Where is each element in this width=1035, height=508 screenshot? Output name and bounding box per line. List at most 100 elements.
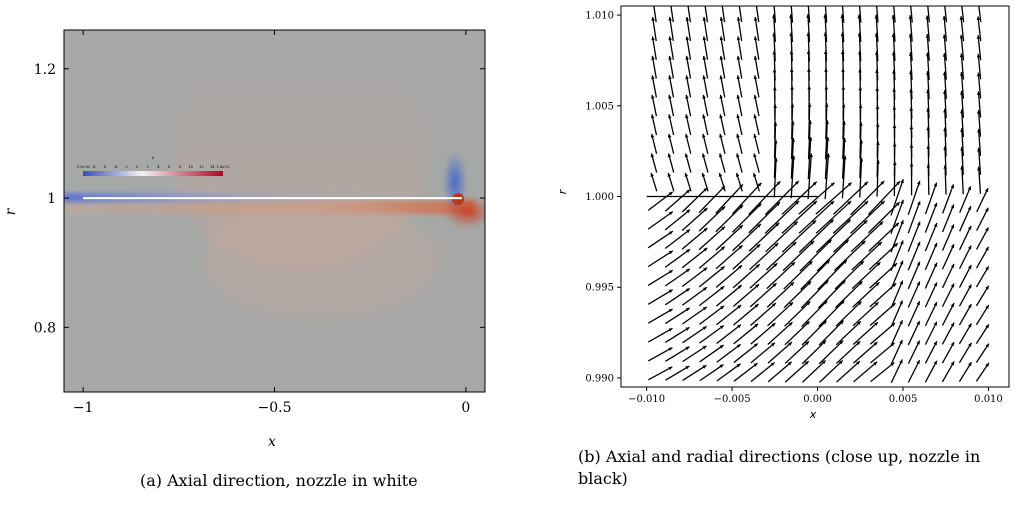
quiver-arrow xyxy=(833,201,868,233)
caption-b: (b) Axial and radial directions (close u… xyxy=(578,446,1018,490)
quiver-arrow xyxy=(925,302,936,326)
quiver-arrow xyxy=(868,202,899,233)
quiver-arrow xyxy=(925,341,936,363)
quiver-arrow xyxy=(799,183,835,215)
y-tick-label-b: 1.000 xyxy=(585,192,614,203)
quiver-arrowhead xyxy=(959,0,963,1)
colorbar-tick-label: 6 xyxy=(168,165,170,169)
quiver-arrowhead xyxy=(925,0,929,1)
quiver-arrow xyxy=(925,361,936,382)
quiver-arrow xyxy=(699,206,725,231)
quiver-arrow xyxy=(851,181,885,215)
x-tick-label-a: −0.5 xyxy=(258,400,292,416)
quiver-arrow xyxy=(851,201,885,233)
quiver-arrowhead xyxy=(686,0,690,1)
quiver-arrow xyxy=(976,247,988,268)
quiver-arrow xyxy=(868,181,900,214)
quiver-arrowhead xyxy=(900,179,903,183)
y-tick-label-a: 1.2 xyxy=(34,62,56,78)
y-tick-label-a: 1 xyxy=(47,191,56,207)
colorbar-tick-label: 14 xyxy=(210,165,215,169)
quiver-arrow xyxy=(925,283,936,308)
colorbar-tick-label: 12 xyxy=(199,165,203,169)
quiver-arrow xyxy=(749,202,780,233)
quiver-arrow xyxy=(908,201,920,233)
quiver-arrow xyxy=(750,283,776,307)
quiver-arrow xyxy=(834,220,868,252)
quiver-arrow xyxy=(942,284,954,307)
quiver-arrow xyxy=(925,322,936,345)
x-tick-label-b: 0.005 xyxy=(889,394,918,405)
quiver-arrowhead xyxy=(942,0,946,1)
caption-a: (a) Axial direction, nozzle in white xyxy=(140,470,470,492)
y-axis-label-b: r xyxy=(556,188,569,194)
quiver-arrow xyxy=(977,188,988,212)
x-tick-label-a: 0 xyxy=(461,400,470,416)
quiver-arrow xyxy=(960,226,972,250)
x-tick-label-a: −1 xyxy=(73,400,94,416)
heatmap-field xyxy=(64,30,494,392)
colorbar-tick-label: 10 xyxy=(188,165,192,169)
quiver-arrow xyxy=(959,285,971,307)
x-axis-label-a: x xyxy=(268,434,276,450)
y-tick-label-b: 0.990 xyxy=(585,373,614,384)
colorbar-tick-label: 2 xyxy=(146,165,148,169)
x-tick-label-b: 0.000 xyxy=(803,394,832,405)
quiver-arrow xyxy=(908,360,919,382)
quiver-arrow xyxy=(749,181,781,214)
quiver-arrows xyxy=(648,0,989,383)
quiver-arrow xyxy=(942,323,954,345)
quiver-arrow xyxy=(800,240,832,271)
quiver-arrow xyxy=(799,201,834,233)
quiver-arrow xyxy=(733,264,760,288)
quiver-arrow xyxy=(816,183,852,215)
quiver-arrow xyxy=(782,201,817,233)
quiver-arrowhead xyxy=(668,0,672,1)
quiver-arrow xyxy=(732,183,761,214)
quiver-arrow xyxy=(816,220,850,253)
quiver-arrowhead xyxy=(917,181,920,185)
quiver-arrowhead xyxy=(754,0,758,1)
y-tick-label-a: 0.8 xyxy=(34,320,56,336)
quiver-arrow xyxy=(851,222,883,252)
colorbar-tick-label: -8 xyxy=(92,165,95,169)
quiver-arrow xyxy=(908,341,919,364)
quiver-arrow xyxy=(908,181,920,215)
x-tick-label-b: 0.010 xyxy=(974,394,1003,405)
quiver-arrow xyxy=(977,227,989,249)
quiver-arrow xyxy=(977,208,989,231)
quiver-arrow xyxy=(959,304,971,325)
quiver-arrow xyxy=(833,182,868,215)
quiver-arrow xyxy=(801,260,830,289)
y-tick-label-b: 0.995 xyxy=(585,283,614,294)
quiver-arrow xyxy=(942,303,954,325)
quiver-arrow xyxy=(817,240,849,271)
quiver-arrow xyxy=(716,245,742,268)
quiver-arrow xyxy=(765,181,799,215)
quiver-arrow xyxy=(765,201,799,233)
y-tick-label-b: 1.005 xyxy=(585,101,614,112)
quiver-arrow xyxy=(959,323,971,344)
quiver-arrow xyxy=(942,342,954,363)
colorbar-gradient xyxy=(83,171,223,176)
quiver-arrow xyxy=(783,241,814,271)
quiver-arrow xyxy=(976,266,988,287)
quiver-arrowhead xyxy=(737,0,741,1)
quiver-arrow xyxy=(818,260,847,289)
x-tick-label-b: −0.005 xyxy=(714,394,751,405)
y-tick-label-b: 1.010 xyxy=(585,11,614,22)
colorbar-tick-label: 1.4e-02 xyxy=(216,165,229,169)
quiver-arrow xyxy=(871,362,895,381)
quiver-arrow xyxy=(799,220,833,253)
quiver-arrow xyxy=(816,201,851,233)
colorbar-tick-label: -1.0e-02 xyxy=(76,165,90,169)
colorbar-tick-label: -2 xyxy=(124,165,127,169)
quiver-arrow xyxy=(960,245,972,268)
quiver-arrow xyxy=(782,220,816,252)
quiver-arrow xyxy=(908,321,919,345)
quiver-arrowhead xyxy=(976,0,980,1)
quiver-arrow xyxy=(942,264,954,288)
